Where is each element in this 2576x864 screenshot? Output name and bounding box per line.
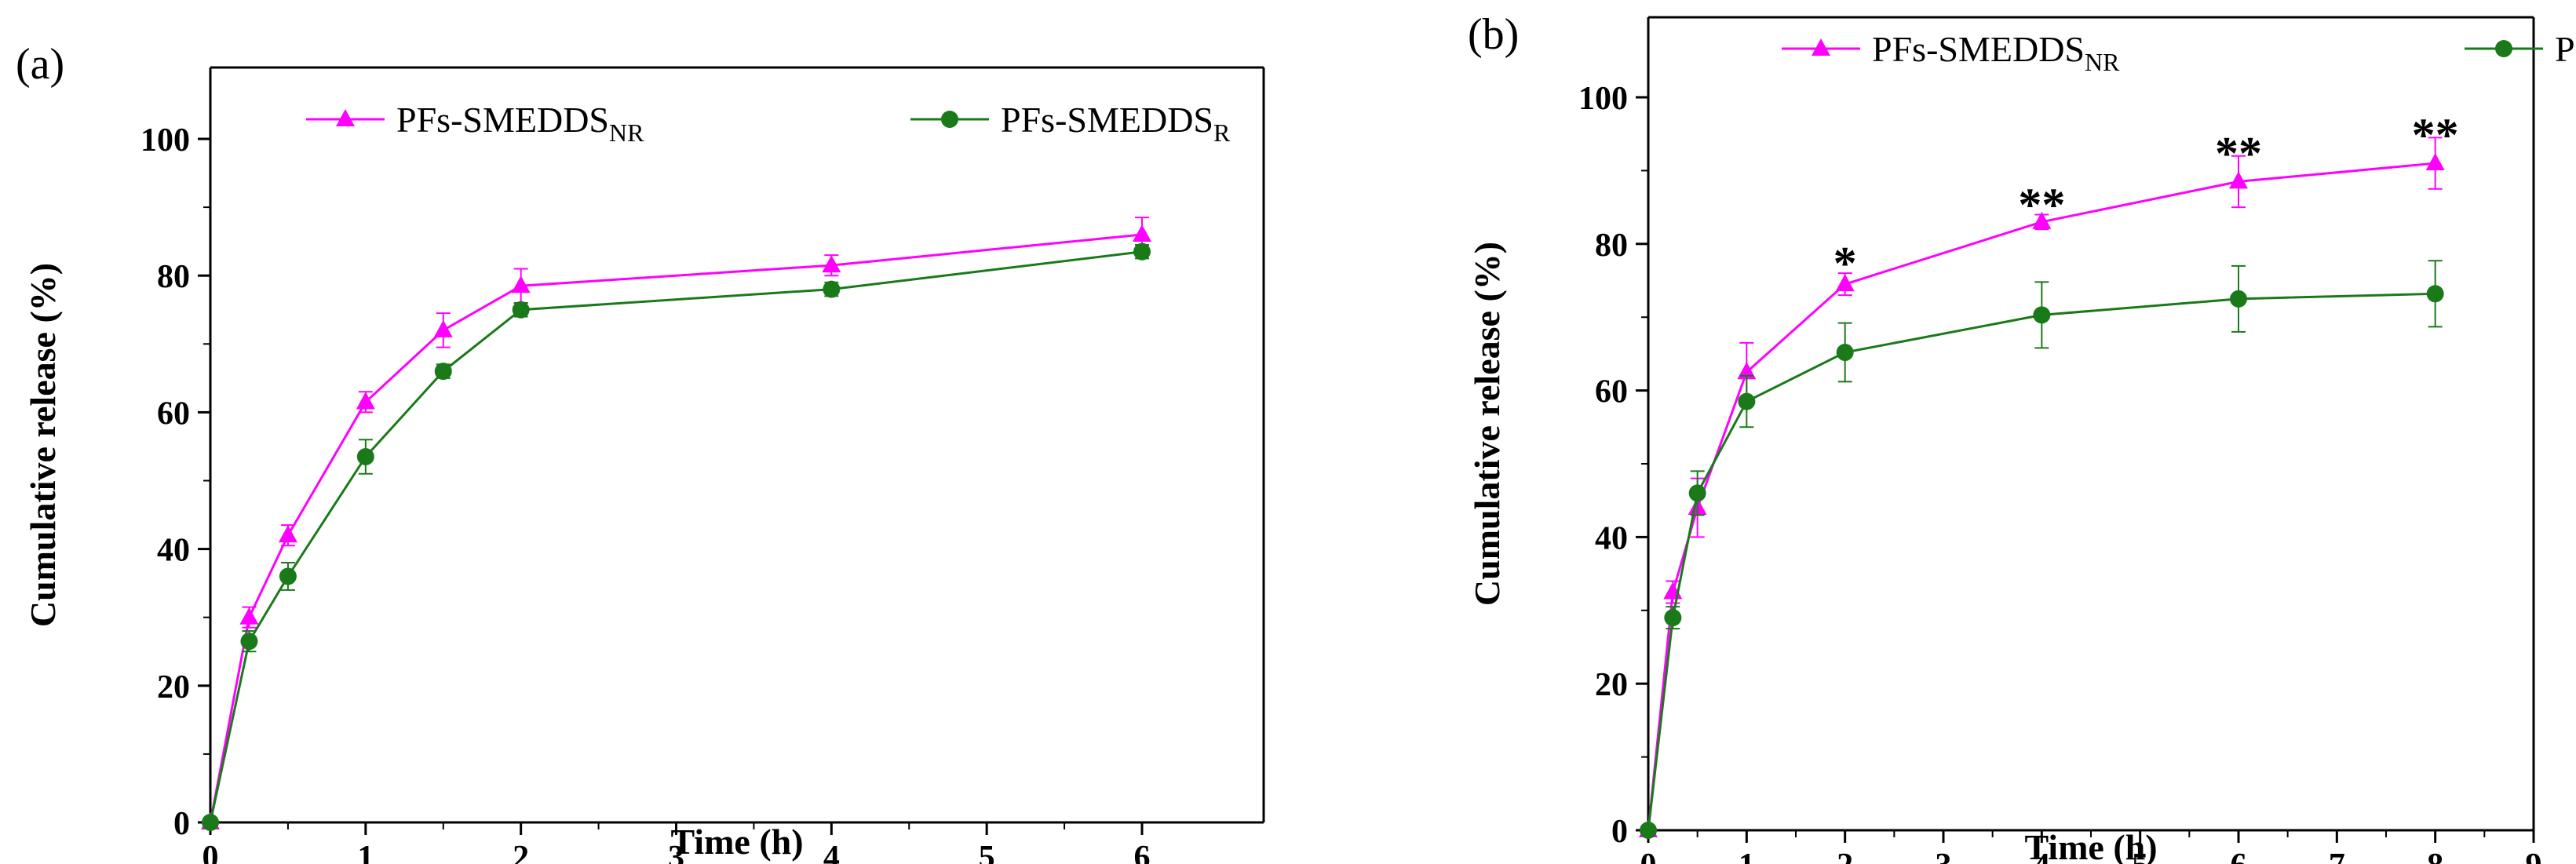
legend-item-r: PFs-SMEDDSR [910, 100, 1231, 147]
data-point-circle [202, 814, 219, 831]
y-tick-label: 0 [1611, 814, 1628, 850]
data-point-triangle [1133, 224, 1151, 242]
y-tick-label: 60 [157, 396, 190, 432]
x-tick-label: 9 [2526, 848, 2542, 864]
x-axis-title: Time (h) [670, 822, 803, 862]
x-tick-label: 7 [2329, 848, 2345, 864]
data-point-triangle [1737, 362, 1757, 380]
y-tick-label: 20 [157, 669, 190, 705]
data-point-circle [434, 363, 452, 381]
y-axis-title: Cumulative release (%) [1467, 242, 1507, 606]
x-tick-label: 6 [2231, 848, 2247, 864]
panel-label: (a) [16, 40, 64, 89]
y-tick-label: 80 [1595, 228, 1628, 264]
data-point-circle [240, 633, 258, 651]
data-point-circle [1738, 392, 1756, 410]
data-point-triangle [822, 255, 841, 273]
data-point-triangle [433, 319, 453, 337]
legend-label-main: PFs-SMEDDS [2555, 29, 2576, 69]
x-tick-label: 2 [1837, 848, 1853, 864]
x-tick-label: 1 [1739, 848, 1755, 864]
series-line [209, 233, 1143, 823]
data-point-circle [1640, 822, 1657, 839]
data-point-circle [512, 301, 530, 319]
series-r [1640, 260, 2444, 839]
x-tick-label: 4 [823, 840, 840, 864]
y-tick-label: 80 [157, 259, 190, 295]
data-point-circle [1133, 242, 1151, 261]
data-point-circle [2426, 285, 2444, 303]
significance-annotation: ** [2215, 127, 2262, 179]
data-point-circle [1836, 344, 1854, 362]
data-point-circle [2033, 306, 2051, 324]
x-tick-label: 0 [203, 840, 219, 864]
legend-item-nr: PFs-SMEDDSNR [306, 100, 644, 147]
legend-label: PFs-SMEDDSR [2555, 29, 2576, 76]
data-point-circle [1688, 484, 1706, 502]
legend-label-subscript: NR [609, 118, 644, 147]
data-point-triangle [2032, 211, 2052, 229]
legend-label: PFs-SMEDDSNR [1872, 29, 2120, 76]
legend-label-subscript: R [1213, 118, 1231, 147]
y-tick-label: 60 [1595, 374, 1628, 410]
y-tick-label: 100 [1578, 81, 1628, 117]
data-point-triangle [2229, 171, 2248, 189]
y-tick-label: 40 [1595, 520, 1628, 556]
significance-annotation: * [1833, 237, 1857, 289]
legend-label: PFs-SMEDDSR [1001, 100, 1231, 147]
data-point-triangle [511, 275, 531, 293]
data-point-circle [356, 448, 374, 466]
y-axis-title: Cumulative release (%) [23, 263, 63, 627]
legend-marker-triangle [336, 109, 355, 126]
x-axis-title: Time (h) [2024, 827, 2157, 864]
data-point-triangle [278, 525, 297, 543]
legend-marker-circle [2495, 40, 2512, 57]
series-line [1647, 162, 2436, 831]
y-tick-label: 100 [140, 122, 190, 159]
legend-label: PFs-SMEDDSNR [396, 100, 644, 147]
data-point-triangle [2425, 153, 2445, 171]
legend-item-nr: PFs-SMEDDSNR [1782, 29, 2120, 76]
x-tick-label: 3 [1936, 848, 1952, 864]
x-tick-label: 0 [1640, 848, 1657, 864]
significance-annotation: ** [2412, 109, 2459, 161]
x-tick-label: 1 [357, 840, 374, 864]
legend-label-subscript: NR [2085, 48, 2120, 76]
x-tick-label: 8 [2427, 848, 2443, 864]
significance-annotation: ** [2018, 179, 2065, 231]
legend-item-r: PFs-SMEDDSR [2465, 29, 2576, 76]
series-nr [201, 217, 1151, 829]
panel-b: (b) 0 20 40 60 80 100 0 1 2 3 4 5 6 7 8 9 Time (h) Cumulat… [1467, 10, 2576, 864]
x-tick-label: 5 [979, 840, 995, 864]
data-point-triangle [356, 392, 375, 410]
y-tick-label: 0 [173, 806, 190, 842]
data-point-circle [2230, 290, 2247, 308]
data-point-circle [279, 567, 297, 585]
x-tick-label: 2 [513, 840, 529, 864]
series-line [1647, 292, 2436, 831]
data-point-circle [823, 280, 841, 298]
legend-marker-circle [941, 111, 958, 128]
x-tick-label: 6 [1134, 840, 1151, 864]
y-tick-label: 40 [157, 533, 190, 569]
legend-label-main: PFs-SMEDDS [1872, 29, 2085, 69]
legend-marker-triangle [1812, 38, 1830, 56]
series-r [202, 242, 1151, 831]
x-tick-label: 3 [668, 840, 684, 864]
panel-a: (a) 0 20 40 60 80 100 0 1 2 3 4 5 6 Time (h) Cumulative… [16, 40, 1265, 864]
data-point-circle [1664, 609, 1682, 627]
x-tick-label: 4 [2034, 848, 2050, 864]
y-tick-label: 20 [1595, 667, 1628, 703]
legend-label-main: PFs-SMEDDS [1001, 100, 1213, 140]
data-point-triangle [239, 607, 259, 625]
x-tick-label: 5 [2132, 848, 2148, 864]
panel-label: (b) [1468, 10, 1519, 59]
data-point-triangle [1835, 274, 1855, 292]
legend-label-main: PFs-SMEDDS [396, 100, 609, 140]
